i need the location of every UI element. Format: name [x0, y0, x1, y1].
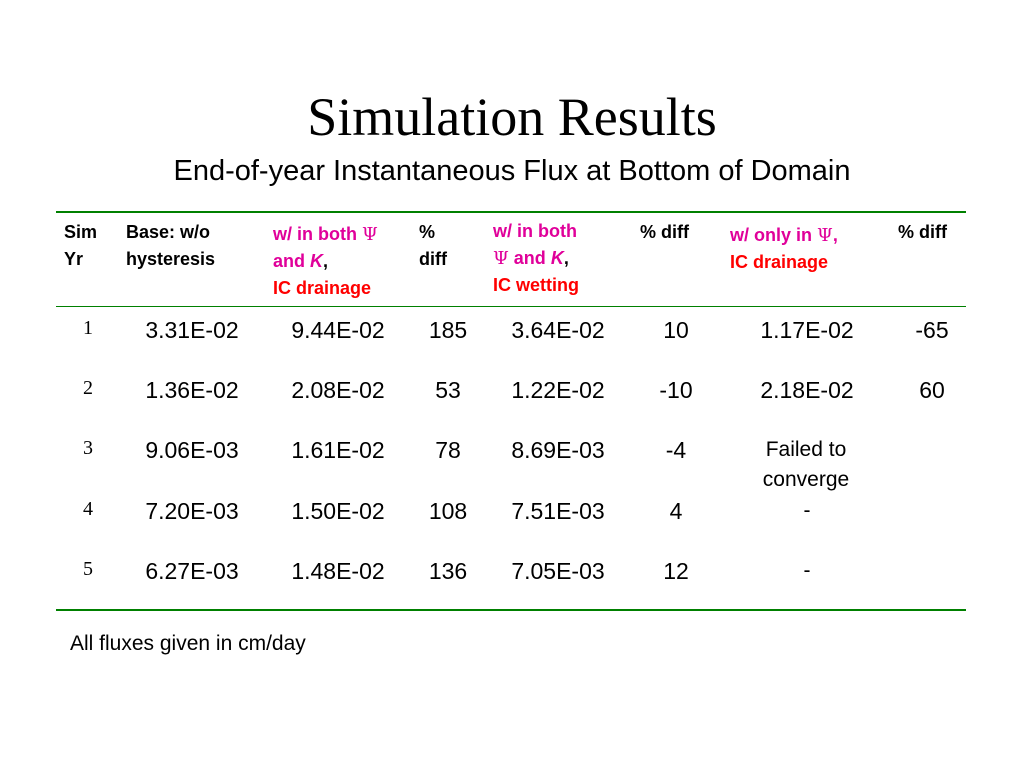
sim-year: 5	[83, 558, 93, 580]
psi-symbol: Ψ	[817, 225, 833, 246]
table-row: 2 1.36E-02 2.08E-02 53 1.22E-02 -10 2.18…	[0, 375, 1024, 415]
slide-subtitle: End-of-year Instantaneous Flux at Bottom…	[173, 155, 851, 187]
both-wetting-value: 7.05E-03	[511, 558, 605, 584]
both-drainage-value: 9.44E-02	[291, 317, 385, 343]
header-pct-diff-1: % diff	[419, 222, 447, 269]
pct-diff-2-value: -10	[659, 377, 693, 403]
base-value: 3.31E-02	[145, 317, 239, 343]
pct-diff-1-value: 53	[435, 377, 461, 403]
pct-diff-3-value: 60	[919, 377, 945, 403]
pct-diff-2-value: 12	[663, 558, 689, 584]
sim-year: 4	[83, 498, 93, 520]
sim-year: 1	[83, 317, 93, 339]
both-drainage-value: 1.48E-02	[291, 558, 385, 584]
both-drainage-value: 1.61E-02	[291, 437, 385, 463]
table-top-rule	[56, 211, 966, 213]
pct-diff-2-value: -4	[665, 437, 687, 463]
pct-diff-1-value: 185	[428, 317, 468, 343]
header-base: Base: w/o hysteresis	[126, 222, 216, 269]
table-bottom-rule	[56, 609, 966, 611]
both-wetting-value: 3.64E-02	[511, 317, 605, 343]
header-pct-diff-3: % diff	[898, 222, 947, 242]
only-psi-value: Failed to converge	[762, 438, 850, 491]
only-psi-value: 1.17E-02	[760, 317, 854, 343]
both-drainage-value: 2.08E-02	[291, 377, 385, 403]
header-pct-diff-2: % diff	[640, 222, 689, 242]
footnote: All fluxes given in cm/day	[70, 632, 306, 655]
table-row: 3 9.06E-03 1.61E-02 78 8.69E-03 -4 Faile…	[0, 435, 1024, 495]
pct-diff-3-value: -65	[915, 317, 949, 343]
both-wetting-value: 8.69E-03	[511, 437, 605, 463]
table-row: 5 6.27E-03 1.48E-02 136 7.05E-03 12 -	[0, 556, 1024, 596]
only-psi-value: -	[803, 499, 811, 522]
table-row: 4 7.20E-03 1.50E-02 108 7.51E-03 4 -	[0, 496, 1024, 536]
header-sim-yr: Sim Yr	[64, 222, 98, 269]
header-both-drainage: w/ in both Ψ and K, IC drainage	[273, 224, 378, 298]
both-wetting-value: 7.51E-03	[511, 498, 605, 524]
pct-diff-1-value: 78	[435, 437, 461, 463]
base-value: 9.06E-03	[145, 437, 239, 463]
both-drainage-value: 1.50E-02	[291, 498, 385, 524]
pct-diff-2-value: 4	[669, 498, 683, 524]
header-only-psi: w/ only in Ψ, IC drainage	[730, 225, 838, 272]
sim-year: 2	[83, 377, 93, 399]
pct-diff-1-value: 136	[428, 558, 468, 584]
only-psi-value: -	[803, 559, 811, 582]
sim-year: 3	[83, 437, 93, 459]
psi-symbol: Ψ	[493, 248, 509, 269]
base-value: 1.36E-02	[145, 377, 239, 403]
table-header-rule	[56, 306, 966, 307]
both-wetting-value: 1.22E-02	[511, 377, 605, 403]
pct-diff-1-value: 108	[428, 498, 468, 524]
slide-title: Simulation Results	[307, 87, 717, 147]
base-value: 7.20E-03	[145, 498, 239, 524]
only-psi-value: 2.18E-02	[760, 377, 854, 403]
base-value: 6.27E-03	[145, 558, 239, 584]
psi-symbol: Ψ	[361, 224, 378, 245]
table-row: 1 3.31E-02 9.44E-02 185 3.64E-02 10 1.17…	[0, 315, 1024, 355]
header-both-wetting: w/ in both Ψ and K, IC wetting	[493, 221, 579, 295]
pct-diff-2-value: 10	[663, 317, 689, 343]
